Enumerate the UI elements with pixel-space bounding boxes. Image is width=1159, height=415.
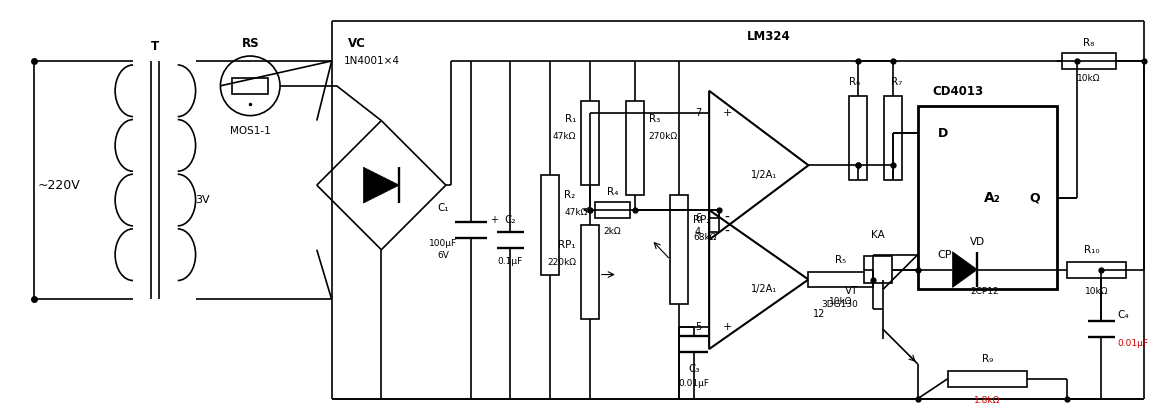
Bar xyxy=(595,202,629,218)
Text: +: + xyxy=(489,215,497,225)
Text: 12: 12 xyxy=(814,309,826,319)
Text: R₃: R₃ xyxy=(649,114,659,124)
Polygon shape xyxy=(953,252,977,288)
Text: 6V: 6V xyxy=(437,251,449,260)
Text: T: T xyxy=(151,39,159,53)
Text: 10kΩ: 10kΩ xyxy=(1085,287,1108,296)
Text: RS: RS xyxy=(241,37,258,50)
Text: 0.01μF: 0.01μF xyxy=(1117,339,1149,348)
Text: MOS1-1: MOS1-1 xyxy=(229,125,270,136)
Bar xyxy=(809,271,873,288)
Bar xyxy=(1062,53,1116,69)
Text: RP₂: RP₂ xyxy=(693,215,710,225)
Text: 47kΩ: 47kΩ xyxy=(564,208,588,217)
Bar xyxy=(1066,261,1127,278)
Text: 1.8kΩ: 1.8kΩ xyxy=(974,396,1000,405)
Text: 4: 4 xyxy=(695,227,701,237)
Bar xyxy=(865,256,892,283)
Text: 47kΩ: 47kΩ xyxy=(553,132,576,141)
Text: KA: KA xyxy=(872,230,884,240)
Polygon shape xyxy=(364,167,399,203)
Text: +: + xyxy=(722,107,731,117)
Text: 100μF: 100μF xyxy=(429,239,457,248)
Text: R₇: R₇ xyxy=(891,77,903,87)
Text: 10kΩ: 10kΩ xyxy=(829,297,853,306)
Text: 6: 6 xyxy=(695,213,701,223)
Bar xyxy=(884,96,902,180)
Bar xyxy=(948,371,1027,387)
Text: 220kΩ: 220kΩ xyxy=(547,258,576,267)
Text: VC: VC xyxy=(348,37,365,50)
Text: 270kΩ: 270kΩ xyxy=(649,132,678,141)
Text: 5: 5 xyxy=(695,322,701,332)
Text: 3V: 3V xyxy=(195,195,210,205)
Text: CP: CP xyxy=(938,250,952,260)
Bar xyxy=(850,96,867,180)
Text: 2kΩ: 2kΩ xyxy=(604,227,621,236)
Text: C₂: C₂ xyxy=(504,215,516,225)
Text: VD: VD xyxy=(970,237,985,247)
Text: 0.01μF: 0.01μF xyxy=(679,379,709,388)
Text: LM324: LM324 xyxy=(746,29,790,43)
Text: R₂: R₂ xyxy=(564,190,575,200)
Text: 7: 7 xyxy=(695,107,701,117)
Text: R₅: R₅ xyxy=(836,255,846,265)
Bar xyxy=(670,195,688,304)
Text: -: - xyxy=(724,225,729,239)
Text: 1N4001×4: 1N4001×4 xyxy=(343,56,400,66)
Text: R₁: R₁ xyxy=(564,114,576,124)
Text: 2CP12: 2CP12 xyxy=(970,287,999,296)
Text: D: D xyxy=(938,127,948,140)
Text: 3DG130: 3DG130 xyxy=(822,300,858,309)
Bar xyxy=(918,106,1057,289)
Text: -: - xyxy=(724,211,729,225)
Text: R₄: R₄ xyxy=(606,187,618,197)
Text: C₄: C₄ xyxy=(1117,310,1129,320)
Text: ~220V: ~220V xyxy=(37,178,80,192)
Bar xyxy=(581,101,599,185)
Text: VT: VT xyxy=(845,286,858,296)
Bar xyxy=(626,101,643,195)
Text: R₈: R₈ xyxy=(1084,38,1095,48)
Text: 68kΩ: 68kΩ xyxy=(693,233,716,242)
Text: Q: Q xyxy=(1029,191,1041,204)
Text: R₁₀: R₁₀ xyxy=(1084,245,1100,255)
Bar xyxy=(581,225,599,319)
Text: +: + xyxy=(722,322,731,332)
Bar xyxy=(541,175,559,275)
Text: R₉: R₉ xyxy=(982,354,993,364)
Bar xyxy=(232,78,268,94)
Text: C₁: C₁ xyxy=(437,203,449,213)
Text: C₃: C₃ xyxy=(688,364,700,374)
Text: R₆: R₆ xyxy=(848,77,860,87)
Text: 1/2A₁: 1/2A₁ xyxy=(751,170,777,180)
Text: CD4013: CD4013 xyxy=(932,85,983,98)
Text: 1/2A₁: 1/2A₁ xyxy=(751,284,777,295)
Text: 10kΩ: 10kΩ xyxy=(1078,74,1101,83)
Text: A₂: A₂ xyxy=(984,190,1000,205)
Text: 0.1μF: 0.1μF xyxy=(498,257,523,266)
Text: RP₁: RP₁ xyxy=(559,240,576,250)
